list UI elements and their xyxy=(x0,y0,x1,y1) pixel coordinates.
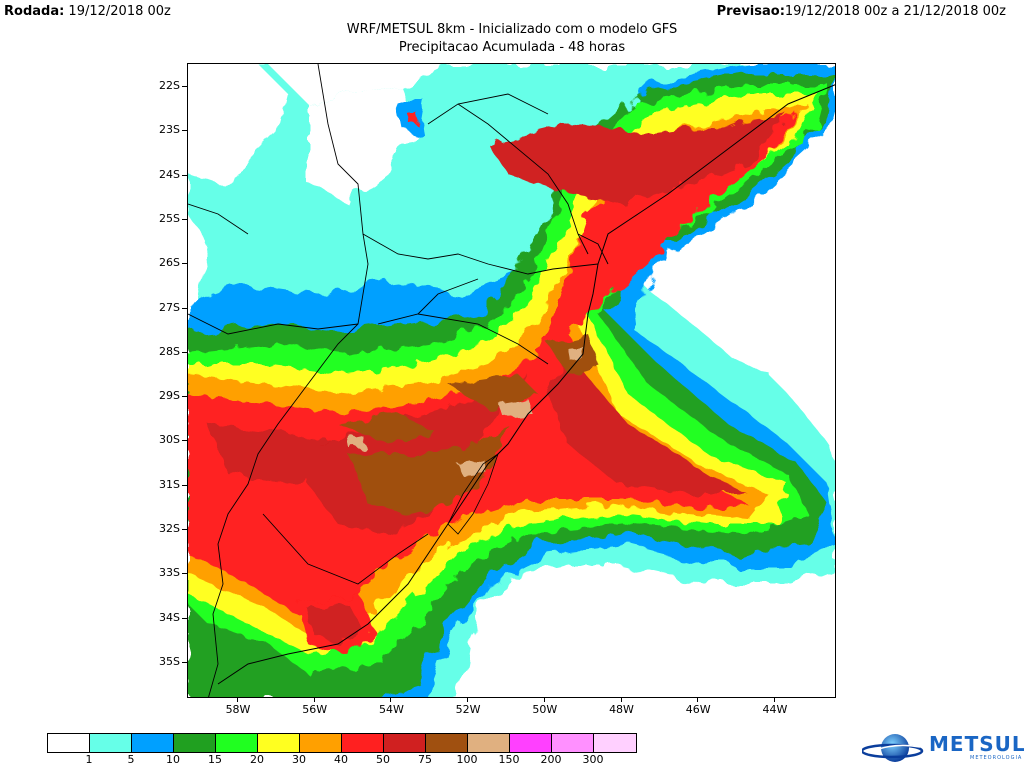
dry-areas xyxy=(188,64,835,697)
lat-label: 33S xyxy=(140,567,188,579)
lat-label: 30S xyxy=(140,434,188,446)
lon-label: 58W xyxy=(218,697,258,716)
precipitation-colorbar xyxy=(47,733,637,753)
logo-subtitle: METEOROLOGIA xyxy=(970,755,1023,761)
colorbar-label: 5 xyxy=(127,753,135,766)
lon-label: 44W xyxy=(755,697,795,716)
colorbar-swatch xyxy=(552,734,594,752)
colorbar-swatch xyxy=(132,734,174,752)
lon-label: 46W xyxy=(678,697,718,716)
colorbar-label: 50 xyxy=(376,753,390,766)
run-info: Rodada: 19/12/2018 00z xyxy=(4,4,171,19)
forecast-info: Previsao:19/12/2018 00z a 21/12/2018 00z xyxy=(717,4,1006,19)
lon-label: 52W xyxy=(448,697,488,716)
colorbar-label: 30 xyxy=(292,753,306,766)
lat-label: 29S xyxy=(140,390,188,402)
precipitation-map xyxy=(187,63,836,698)
lat-label: 25S xyxy=(140,212,188,225)
lon-label: 56W xyxy=(295,697,335,716)
colorbar-label: 10 xyxy=(166,753,180,766)
lat-label: 22S xyxy=(140,80,188,92)
colorbar-swatch xyxy=(48,734,90,752)
colorbar-label: 1 xyxy=(85,753,93,766)
colorbar-swatch xyxy=(426,734,468,752)
political-borders xyxy=(188,64,609,697)
lat-label: 27S xyxy=(140,301,188,314)
forecast-label: Previsao: xyxy=(716,4,785,19)
colorbar-swatch xyxy=(258,734,300,752)
lon-label: 48W xyxy=(602,697,642,716)
metsul-logo: METSUL METEOROLOGIA xyxy=(860,728,1024,768)
colorbar-label: 300 xyxy=(582,753,604,766)
colorbar-label: 20 xyxy=(250,753,264,766)
lat-label: 28S xyxy=(140,345,188,358)
colorbar-swatch xyxy=(384,734,426,752)
map-title: WRF/METSUL 8km - Inicializado com o mode… xyxy=(346,22,678,37)
colorbar-label: 40 xyxy=(334,753,348,766)
lat-label: 26S xyxy=(140,257,188,269)
lon-label: 50W xyxy=(525,697,565,716)
colorbar-swatch xyxy=(342,734,384,752)
lat-label: 35S xyxy=(140,655,188,668)
lat-label: 23S xyxy=(140,124,188,136)
colorbar-label: 150 xyxy=(498,753,520,766)
globe-icon xyxy=(860,734,924,762)
coastline xyxy=(217,84,835,685)
run-value: 19/12/2018 00z xyxy=(64,4,171,19)
colorbar-label: 75 xyxy=(418,753,432,766)
precip-band-tan xyxy=(348,347,584,476)
run-label: Rodada: xyxy=(4,4,65,19)
colorbar-label: 15 xyxy=(208,753,222,766)
logo-name: METSUL xyxy=(929,732,1024,756)
forecast-value: 19/12/2018 00z a 21/12/2018 00z xyxy=(784,4,1006,19)
lon-label: 54W xyxy=(371,697,411,716)
lat-label: 32S xyxy=(140,523,188,535)
colorbar-swatch xyxy=(594,734,636,752)
colorbar-swatch xyxy=(468,734,510,752)
precipitation-field xyxy=(188,64,835,697)
colorbar-swatch xyxy=(216,734,258,752)
map-subtitle: Precipitacao Acumulada - 48 horas xyxy=(398,40,626,55)
colorbar-label: 100 xyxy=(456,753,478,766)
lat-label: 31S xyxy=(140,478,188,491)
lat-label: 24S xyxy=(140,168,188,181)
colorbar-swatch xyxy=(300,734,342,752)
colorbar-swatch xyxy=(90,734,132,752)
colorbar-label: 200 xyxy=(540,753,562,766)
lagoon-outline xyxy=(447,453,499,535)
colorbar-swatch xyxy=(174,734,216,752)
colorbar-swatch xyxy=(510,734,552,752)
lat-label: 34S xyxy=(140,611,188,624)
